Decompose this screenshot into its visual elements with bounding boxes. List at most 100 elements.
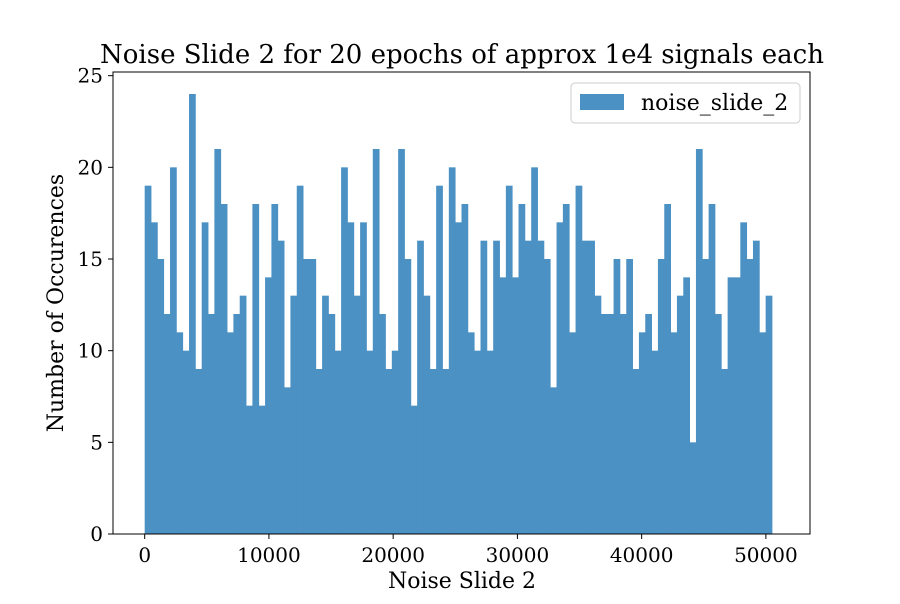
histogram-bar <box>550 387 557 534</box>
histogram-bar <box>170 167 177 535</box>
histogram-bar <box>702 259 710 534</box>
histogram-bar <box>239 295 247 534</box>
x-tick-label: 0 <box>138 543 151 567</box>
y-axis-label: Number of Occurences <box>44 174 69 432</box>
histogram-bar <box>214 149 222 534</box>
histogram-bar <box>220 204 228 534</box>
histogram-bar <box>227 332 234 534</box>
histogram-bar <box>258 405 266 534</box>
histogram-bar <box>638 332 646 534</box>
histogram-bar <box>467 332 475 534</box>
histogram-bar <box>410 405 418 534</box>
histogram-bar <box>341 167 348 535</box>
histogram-bar <box>524 240 532 534</box>
histogram-bar <box>474 350 481 534</box>
y-tick-label: 5 <box>90 430 103 454</box>
histogram-bar <box>233 314 241 534</box>
legend-swatch <box>580 94 624 110</box>
histogram-bar <box>575 185 583 534</box>
histogram-bar <box>740 222 748 535</box>
histogram-bar <box>296 185 304 534</box>
plot-frame <box>112 71 811 535</box>
histogram-bar <box>505 185 513 534</box>
histogram-bar <box>385 369 393 534</box>
histogram-bar <box>683 277 691 534</box>
histogram-bar <box>759 332 767 534</box>
histogram-bar <box>353 295 361 534</box>
histogram-bar <box>670 332 678 534</box>
histogram-bar <box>315 369 323 534</box>
histogram-bar <box>309 259 317 534</box>
histogram-bar <box>657 259 665 534</box>
y-tick-label: 20 <box>78 155 103 179</box>
histogram-bar <box>499 277 507 534</box>
histogram-bar <box>645 314 652 534</box>
histogram-bar <box>303 259 310 534</box>
histogram-bar <box>537 240 545 534</box>
x-tick-label: 40000 <box>610 543 674 567</box>
x-tick-label: 10000 <box>237 543 301 567</box>
histogram-bar <box>581 240 589 534</box>
histogram-bar <box>151 222 158 535</box>
histogram-bar <box>360 222 367 535</box>
histogram-bar <box>157 259 165 534</box>
histogram-bar <box>182 350 190 534</box>
histogram-bar <box>455 222 462 535</box>
histogram-bar <box>562 204 570 534</box>
histogram-bar <box>208 314 215 534</box>
histogram-bar <box>727 277 735 534</box>
histogram-bar <box>714 314 722 534</box>
histogram-bar <box>366 350 374 534</box>
histogram-bar <box>752 240 760 534</box>
histogram-bar <box>417 240 424 534</box>
histogram-bar <box>626 259 633 534</box>
histogram-bar <box>721 369 729 534</box>
x-axis-label: Noise Slide 2 <box>388 569 536 594</box>
histogram-bar <box>448 167 456 535</box>
histogram-bar <box>531 167 538 535</box>
legend-box <box>570 82 801 124</box>
histogram-bar <box>372 149 380 534</box>
y-tick-label: 10 <box>78 339 103 363</box>
histogram-bar <box>334 350 342 534</box>
histogram-bar <box>246 405 253 534</box>
y-tick-label: 0 <box>90 522 103 546</box>
histogram-bar <box>765 295 773 534</box>
histogram-bar <box>480 240 488 534</box>
histogram-bar <box>695 149 703 534</box>
x-axis-ticks: 0 10000 20000 30000 40000 50000 <box>138 534 798 567</box>
histogram-bar <box>619 314 627 534</box>
y-axis-ticks: 0 5 10 15 20 25 <box>78 64 113 546</box>
histogram-bar <box>594 295 602 534</box>
histogram-bar <box>632 369 640 534</box>
histogram-bar <box>664 204 671 534</box>
histogram-bar <box>404 259 412 534</box>
histogram-bar <box>676 295 684 534</box>
histogram-bar <box>277 240 285 534</box>
histogram-bar <box>461 204 469 534</box>
histogram-bar <box>651 350 659 534</box>
histogram-bar <box>600 314 608 534</box>
histogram-bar <box>429 369 437 534</box>
histogram-bar <box>284 387 291 534</box>
histogram-bar <box>746 259 754 534</box>
histogram-bar <box>391 350 399 534</box>
histogram-bar <box>176 332 184 534</box>
histogram-bar <box>195 369 203 534</box>
histogram-bar <box>379 314 386 534</box>
bars-group <box>144 94 773 535</box>
histogram-bar <box>733 277 741 534</box>
histogram-bar <box>486 350 494 534</box>
histogram-bar <box>588 240 595 534</box>
histogram-bar <box>518 204 526 534</box>
histogram-bar <box>271 204 279 534</box>
histogram-bar <box>613 259 621 534</box>
histogram-bar <box>607 314 614 534</box>
histogram-bar <box>347 222 355 535</box>
x-tick-label: 50000 <box>734 543 798 567</box>
chart-title: Noise Slide 2 for 20 epochs of approx 1e… <box>100 40 824 70</box>
y-tick-label: 15 <box>78 247 103 271</box>
histogram-bar <box>493 240 500 534</box>
